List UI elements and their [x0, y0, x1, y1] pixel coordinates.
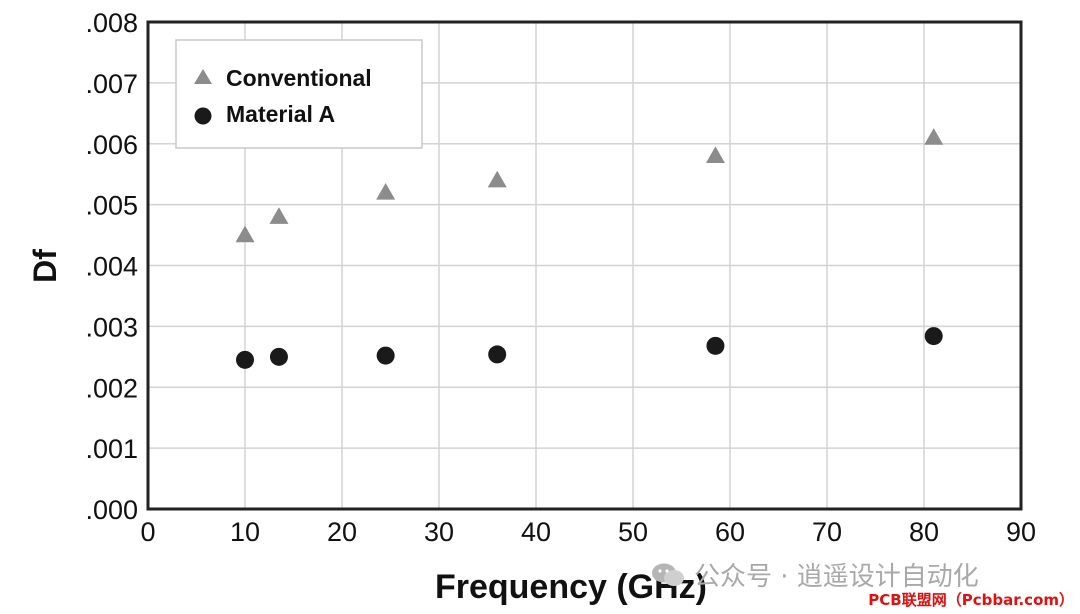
legend-circle-icon	[194, 107, 212, 125]
y-tick-label: .001	[85, 434, 138, 464]
x-axis-tick-labels: 0 10 20 30 40 50 60 70 80 90	[140, 517, 1036, 547]
y-axis-tick-labels: .000 .001 .002 .003 .004 .005 .006 .007 .008	[85, 8, 138, 525]
conventional-point	[235, 225, 255, 243]
x-tick-label: 30	[424, 517, 454, 547]
conventional-point	[487, 170, 507, 188]
x-tick-label: 80	[909, 517, 939, 547]
x-tick-label: 10	[230, 517, 260, 547]
y-tick-label: .003	[85, 312, 138, 342]
conventional-point	[376, 182, 396, 200]
conventional-point	[924, 128, 944, 145]
material-a-point	[236, 350, 254, 369]
legend-label-material-a: Material A	[226, 101, 335, 127]
y-tick-label: .004	[85, 252, 138, 282]
material-a-point	[376, 346, 395, 365]
conventional-point	[269, 207, 289, 224]
x-tick-label: 60	[715, 517, 745, 547]
y-tick-label: .008	[85, 8, 138, 38]
legend-box	[175, 39, 423, 149]
material-a-point	[706, 336, 725, 355]
x-tick-label: 20	[327, 517, 357, 547]
material-a-point	[924, 327, 943, 346]
y-axis-title: Df	[27, 249, 63, 283]
material-a-point	[269, 347, 288, 366]
y-tick-label: .002	[85, 373, 138, 403]
legend-label-conventional: Conventional	[226, 65, 372, 91]
y-tick-label: .000	[85, 495, 138, 525]
y-tick-label: .006	[85, 130, 138, 160]
conventional-point	[705, 146, 725, 164]
y-tick-label: .007	[85, 69, 138, 99]
x-tick-label: 90	[1006, 517, 1036, 547]
x-tick-label: 0	[140, 517, 155, 547]
data-points	[235, 128, 944, 369]
plot-frame	[146, 20, 1023, 511]
material-a-point	[488, 345, 507, 364]
wechat-icon	[652, 563, 684, 586]
x-tick-label: 40	[521, 517, 551, 547]
x-tick-label: 50	[618, 517, 648, 547]
watermark-text: 公众号 · 逍遥设计自动化	[694, 562, 979, 592]
legend-triangle-icon	[194, 69, 212, 84]
credit-text: PCB联盟网（Pcbbar.com）	[868, 591, 1074, 609]
y-tick-label: .005	[85, 191, 138, 221]
grid-lines	[148, 22, 1021, 509]
legend: Conventional Material A	[175, 39, 423, 149]
watermark: 公众号 · 逍遥设计自动化	[650, 556, 979, 593]
x-tick-label: 70	[812, 517, 842, 547]
